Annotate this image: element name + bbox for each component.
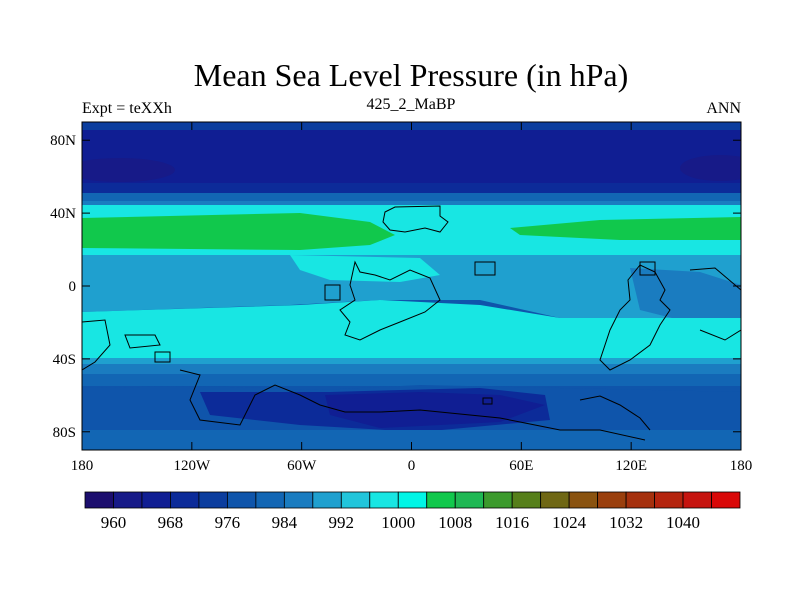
x-tick-label: 120E [615, 458, 647, 474]
colorbar-box [283, 491, 314, 509]
coast-east-island [639, 261, 656, 276]
circumpolar-low-inner [325, 392, 545, 428]
colorbar-box [483, 491, 513, 509]
colorbar: 960 968 976 984 992 1000 1008 1016 1024 1032 1040 [84, 491, 741, 532]
colorbar-label: 960 [101, 513, 127, 532]
colorbar-box [198, 491, 228, 509]
colorbar-label: 1024 [552, 513, 587, 532]
colorbar-box [84, 491, 114, 509]
colorbar-label: 976 [215, 513, 241, 532]
colorbar-box [511, 491, 542, 509]
x-tick-label: 180 [730, 458, 753, 474]
coast-west-island [124, 334, 161, 349]
coast-east-fragment [689, 267, 741, 341]
colorbar-label: 1008 [438, 513, 472, 532]
band-spole [82, 430, 741, 450]
band-midlat-b [82, 201, 741, 207]
colorbar-box [654, 491, 684, 509]
band-polar-low [82, 130, 741, 185]
colorbar-label: 992 [329, 513, 355, 532]
colorbar-label: 984 [272, 513, 298, 532]
subtropical-high-east [510, 217, 741, 240]
subtropical-high-west [82, 213, 395, 250]
cell-low-west [82, 158, 175, 182]
band-south-midlat-a [82, 358, 741, 366]
colorbar-label: 1016 [495, 513, 529, 532]
coast-eastern-landmass [599, 264, 671, 371]
coast-west-fragment [82, 319, 111, 371]
coast-west-island-b [154, 351, 171, 363]
colorbar-label: 968 [158, 513, 184, 532]
experiment-label: Expt = teXXh [82, 100, 172, 117]
colorbar-box [255, 491, 285, 509]
colorbar-box [426, 491, 456, 509]
equatorial-low-pacific [630, 268, 741, 330]
season-label: ANN [706, 100, 741, 117]
x-tick-label: 60E [509, 458, 533, 474]
band-south-midlat-c [82, 374, 741, 386]
band-midlat-a [82, 193, 741, 203]
x-tick-label: 0 [408, 458, 416, 474]
y-tick-label: 40S [53, 352, 76, 368]
colorbar-box [682, 491, 712, 509]
colorbar-box [625, 491, 655, 509]
coast-island-b [474, 261, 496, 276]
x-tick-label: 180 [71, 458, 94, 474]
colorbar-box [312, 491, 342, 509]
pressure-field [82, 122, 741, 450]
colorbar-box [568, 491, 599, 509]
y-tick-label: 80S [53, 425, 76, 441]
age-label: 425_2_MaBP [367, 96, 456, 113]
colorbar-box [454, 491, 485, 509]
colorbar-box [113, 491, 143, 509]
band-subpolar [82, 183, 741, 195]
coast-small-southern-island [482, 397, 493, 405]
y-axis: 80N 40N 0 40S 80S [50, 133, 741, 441]
coast-north-block [382, 205, 449, 233]
chart-title: Mean Sea Level Pressure (in hPa) [194, 57, 629, 93]
coast-small-island [324, 284, 341, 301]
colorbar-box [369, 491, 399, 509]
equatorial-ridge-atlantic [290, 255, 440, 282]
colorbar-box [711, 491, 741, 509]
coast-southern-margin [179, 369, 646, 441]
colorbar-label: 1040 [666, 513, 700, 532]
cell-low-east [680, 155, 741, 181]
x-tick-label: 60W [287, 458, 317, 474]
colorbar-label: 1000 [381, 513, 415, 532]
y-tick-label: 80N [50, 133, 76, 149]
colorbar-box [141, 491, 171, 509]
colorbar-box [540, 491, 570, 509]
band-south-subtropical [82, 300, 741, 362]
colorbar-label: 1032 [609, 513, 643, 532]
coast-southeast [579, 395, 651, 431]
colorbar-box [597, 491, 627, 509]
colorbar-box [397, 491, 428, 509]
colorbar-box [170, 491, 200, 509]
x-axis: 180 120W 60W 0 60E 120E 180 [71, 122, 753, 474]
colorbar-box [226, 491, 257, 509]
equatorial-trough [82, 255, 741, 318]
coastlines [82, 205, 741, 441]
colorbar-box [340, 491, 371, 509]
coast-central-landmass [339, 260, 441, 341]
band-south-midlat-b [82, 364, 741, 376]
y-tick-label: 40N [50, 206, 76, 222]
x-tick-label: 120W [173, 458, 211, 474]
y-tick-label: 0 [69, 279, 77, 295]
